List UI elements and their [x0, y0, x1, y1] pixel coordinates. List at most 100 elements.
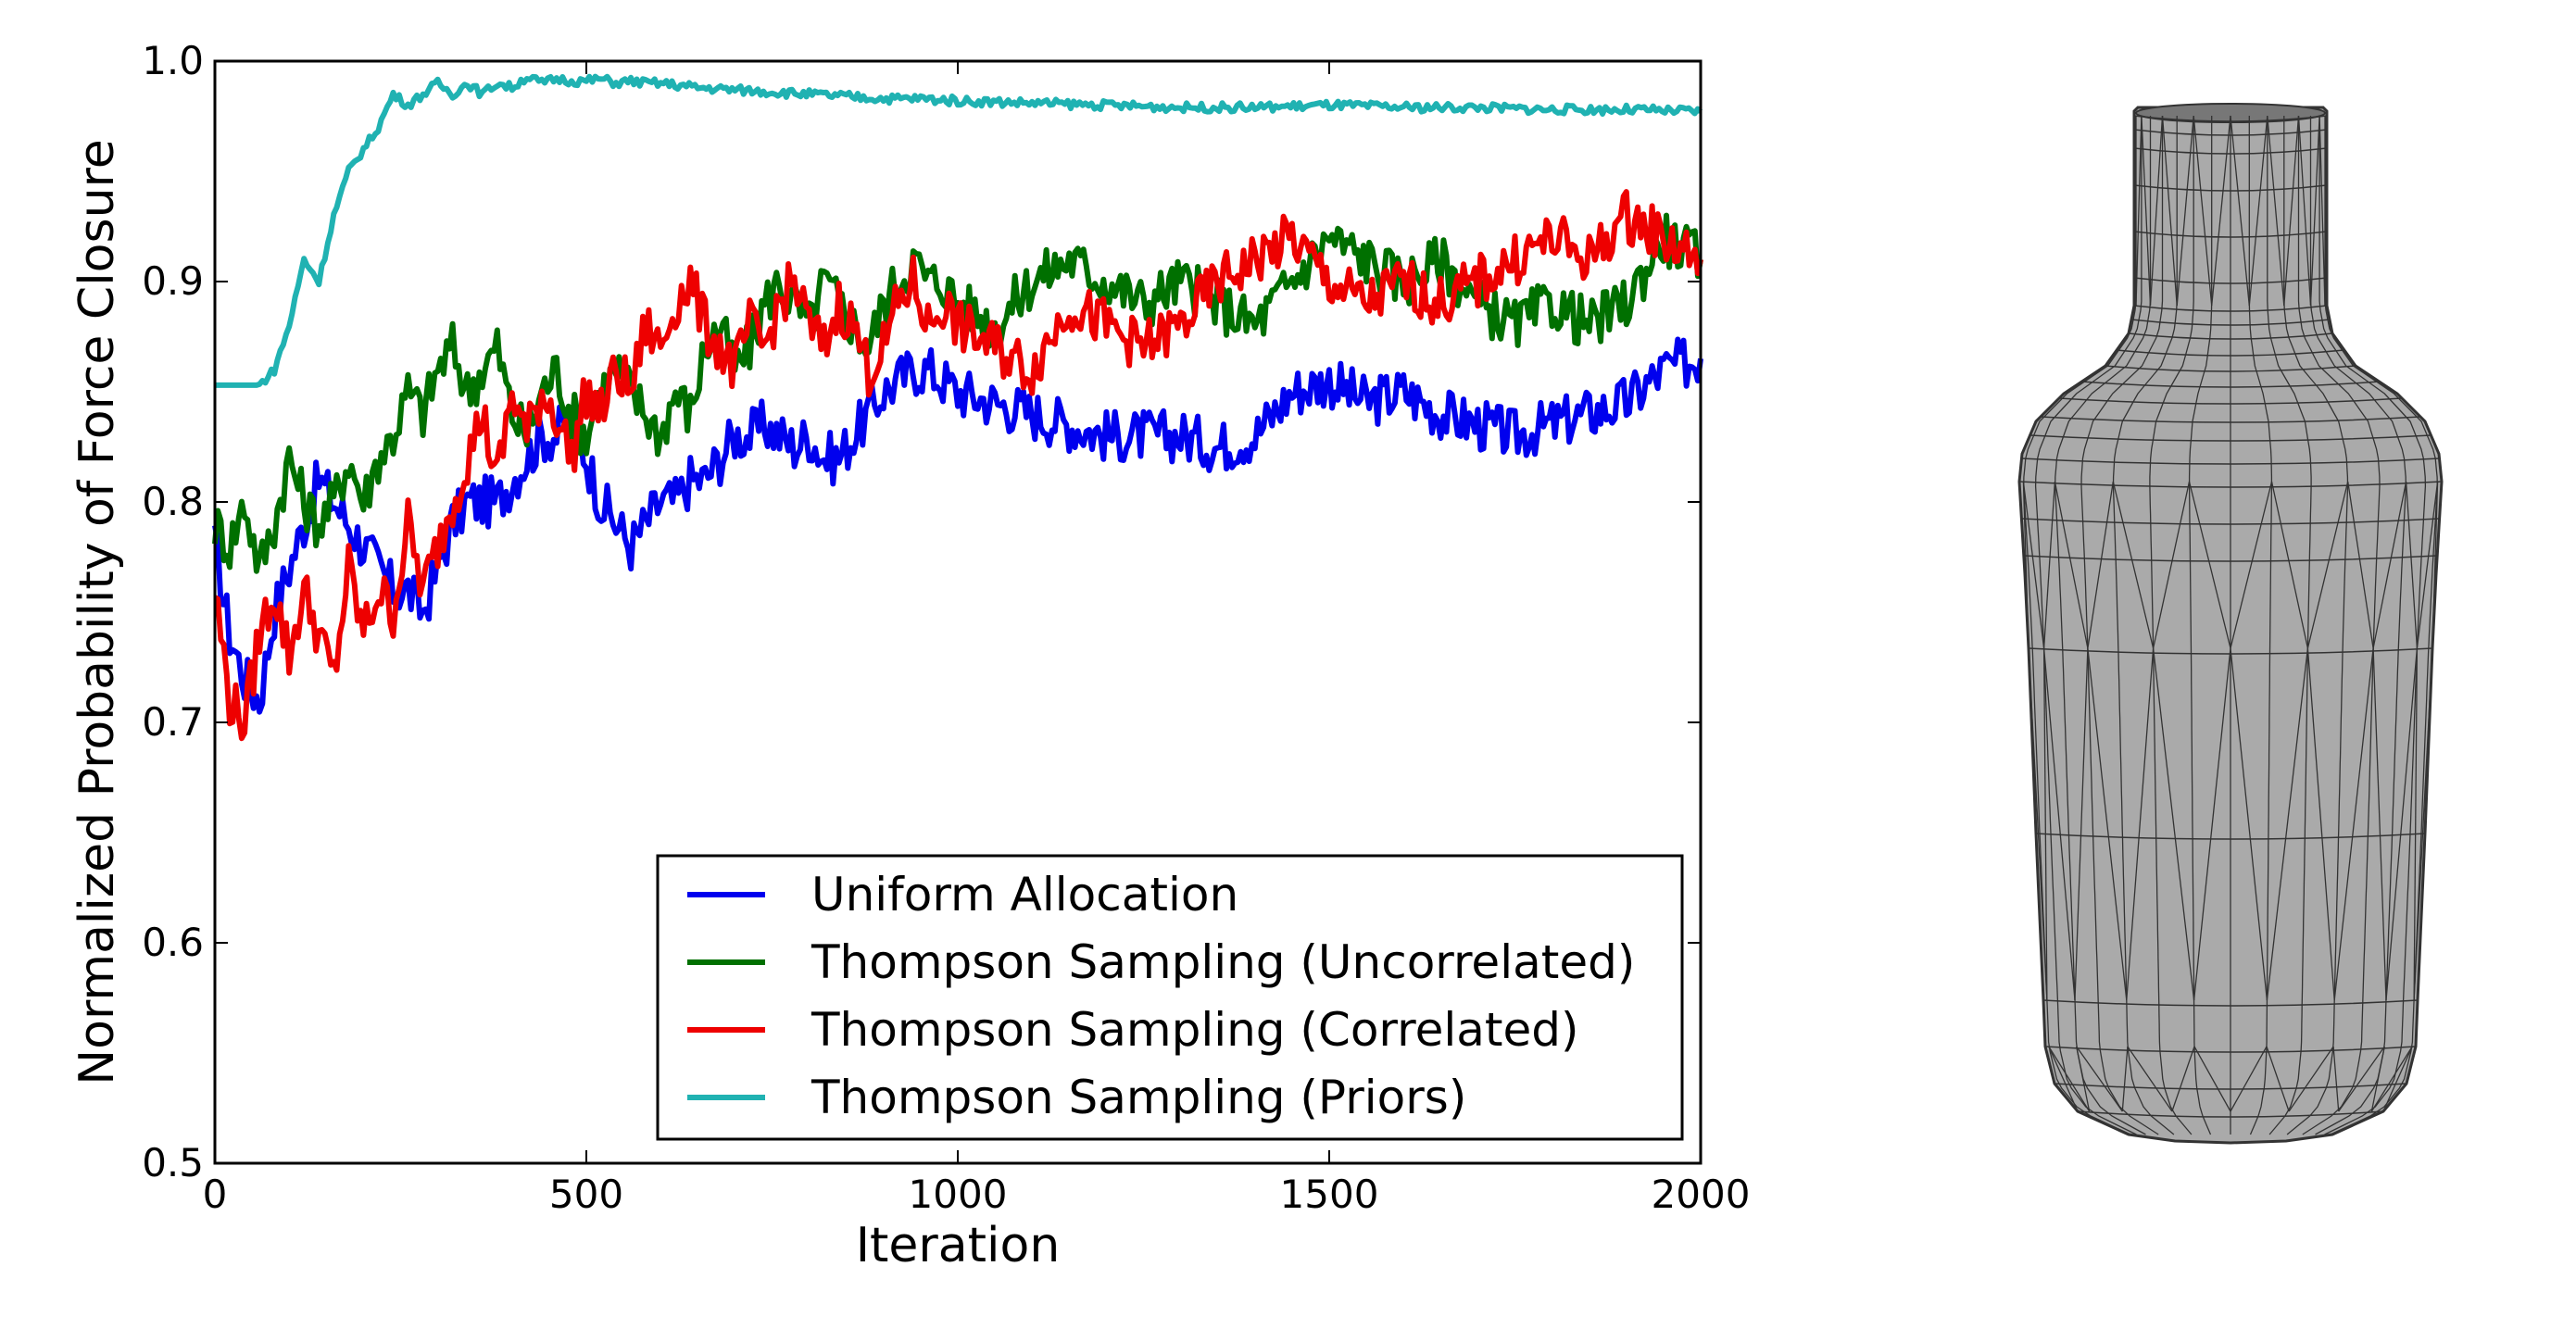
- mesh-diagonal: [2338, 1046, 2385, 1112]
- y-tick-label: 1.0: [142, 38, 204, 83]
- mesh-diagonal: [2188, 481, 2231, 649]
- mesh-meridian: [2318, 116, 2427, 1135]
- mesh-diagonal: [2372, 481, 2407, 649]
- mesh-diagonal: [2382, 1046, 2413, 1112]
- mesh-diagonal: [2127, 1046, 2173, 1112]
- mesh-meridian: [2248, 116, 2273, 1135]
- mesh-diagonal: [2135, 115, 2142, 307]
- mesh-diagonal: [2121, 1046, 2129, 1112]
- mesh-diagonal: [2431, 481, 2439, 649]
- x-tick-label: 500: [549, 1172, 623, 1217]
- series-line-1: [212, 336, 1703, 715]
- mesh-diagonal: [2297, 115, 2312, 307]
- legend-label-2: Thompson Sampling (Uncorrelated): [810, 935, 1635, 989]
- mesh-meridian: [2188, 116, 2213, 1135]
- mesh-diagonal: [2347, 481, 2374, 649]
- ticks-layer: 0 500 1000 1500 2000 0.5 0.6 0.7 0.8 0.9 1.0: [142, 38, 1750, 1217]
- mesh-diagonal: [2042, 481, 2056, 649]
- y-axis-title: Normalized Probability of Force Closure: [69, 139, 125, 1085]
- mesh-diagonal: [2248, 115, 2268, 307]
- mesh-diagonal: [2267, 115, 2285, 307]
- mesh-diagonal: [2230, 115, 2250, 307]
- mesh-diagonal: [2318, 115, 2326, 307]
- mesh-diagonal: [2324, 115, 2328, 307]
- mesh-diagonal: [2266, 1046, 2290, 1112]
- mesh-diagonal: [2028, 647, 2048, 1001]
- mesh-diagonal: [2230, 481, 2273, 649]
- mesh-diagonal: [2022, 481, 2029, 649]
- mesh-diagonal: [2413, 647, 2419, 1001]
- legend-label-1: Uniform Allocation: [811, 868, 1238, 922]
- mesh-diagonal: [2149, 115, 2164, 307]
- mesh-diagonal: [2076, 1046, 2123, 1112]
- mesh-meridian: [2080, 116, 2164, 1135]
- mesh-diagonal: [2048, 1046, 2079, 1112]
- mesh-diagonal: [2193, 647, 2231, 1001]
- series-line-4: [215, 73, 1703, 388]
- mesh-diagonal: [2230, 647, 2268, 1001]
- series-layer: [212, 73, 1703, 742]
- mesh-diagonal: [2087, 647, 2128, 1001]
- mesh-meridian: [2034, 116, 2142, 1135]
- mesh-diagonal: [2193, 115, 2213, 307]
- mesh-diagonal: [2306, 647, 2335, 1001]
- mesh-diagonal: [2288, 1046, 2334, 1112]
- y-tick-label: 0.5: [142, 1140, 204, 1185]
- mesh-diagonal: [2042, 647, 2076, 1001]
- mesh-meridian: [2267, 116, 2312, 1135]
- bottle-mesh-icon: [2017, 103, 2444, 1145]
- mesh-diagonal: [2076, 1046, 2091, 1112]
- y-tick-label: 0.9: [142, 258, 204, 304]
- mesh-diagonal: [2176, 115, 2194, 307]
- mesh-diagonal: [2370, 1046, 2413, 1112]
- x-tick-label: 1500: [1280, 1172, 1379, 1217]
- mesh-diagonal: [2306, 481, 2349, 649]
- x-axis-title: Iteration: [856, 1218, 1061, 1273]
- mesh-diagonal: [2152, 481, 2191, 649]
- mesh-diagonal: [2112, 481, 2155, 649]
- legend-label-4: Thompson Sampling (Priors): [810, 1071, 1466, 1124]
- mesh-diagonal: [2054, 481, 2089, 649]
- mesh-diagonal: [2333, 647, 2374, 1001]
- mesh-diagonal: [2141, 115, 2152, 307]
- y-tick-label: 0.7: [142, 699, 204, 745]
- mesh-diagonal: [2087, 481, 2114, 649]
- y-tick-label: 0.6: [142, 920, 204, 965]
- mesh-diagonal: [2193, 1046, 2231, 1112]
- mesh-diagonal: [2022, 481, 2045, 649]
- mesh-diagonal: [2413, 647, 2433, 1001]
- mesh-diagonal: [2211, 115, 2231, 307]
- mesh-diagonal: [2266, 647, 2309, 1001]
- mesh-diagonal: [2042, 647, 2048, 1001]
- mesh-meridian: [2055, 116, 2152, 1135]
- mesh-diagonal: [2332, 1046, 2340, 1112]
- mesh-meridian: [2283, 116, 2349, 1135]
- series-line-3: [213, 189, 1703, 742]
- x-tick-label: 1000: [909, 1172, 1008, 1217]
- mesh-meridian: [2149, 116, 2194, 1135]
- mesh-meridian: [2297, 116, 2381, 1135]
- mesh-diagonal: [2270, 481, 2309, 649]
- mesh-diagonal: [2309, 115, 2320, 307]
- mesh-diagonal: [2416, 481, 2439, 649]
- bottle-mesh-edges: [2018, 115, 2443, 1135]
- mesh-diagonal: [2074, 647, 2089, 1001]
- mesh-diagonal: [2372, 647, 2387, 1001]
- mesh-diagonal: [2230, 1046, 2268, 1112]
- legend-box: [656, 854, 1684, 1141]
- mesh-diagonal: [2385, 647, 2419, 1001]
- mesh-meridian: [2309, 116, 2406, 1135]
- y-tick-label: 0.8: [142, 479, 204, 524]
- mesh-meridian: [2112, 116, 2178, 1135]
- mesh-diagonal: [2370, 1046, 2385, 1112]
- mesh-diagonal: [2171, 1046, 2195, 1112]
- mesh-diagonal: [2283, 115, 2300, 307]
- mesh-diagonal: [2152, 647, 2195, 1001]
- x-tick-label: 2000: [1652, 1172, 1751, 1217]
- legend-label-3: Thompson Sampling (Correlated): [810, 1003, 1578, 1057]
- mesh-diagonal: [2161, 115, 2178, 307]
- mesh-diagonal: [2133, 115, 2137, 307]
- mesh-diagonal: [2048, 1046, 2091, 1112]
- mesh-diagonal: [2126, 647, 2155, 1001]
